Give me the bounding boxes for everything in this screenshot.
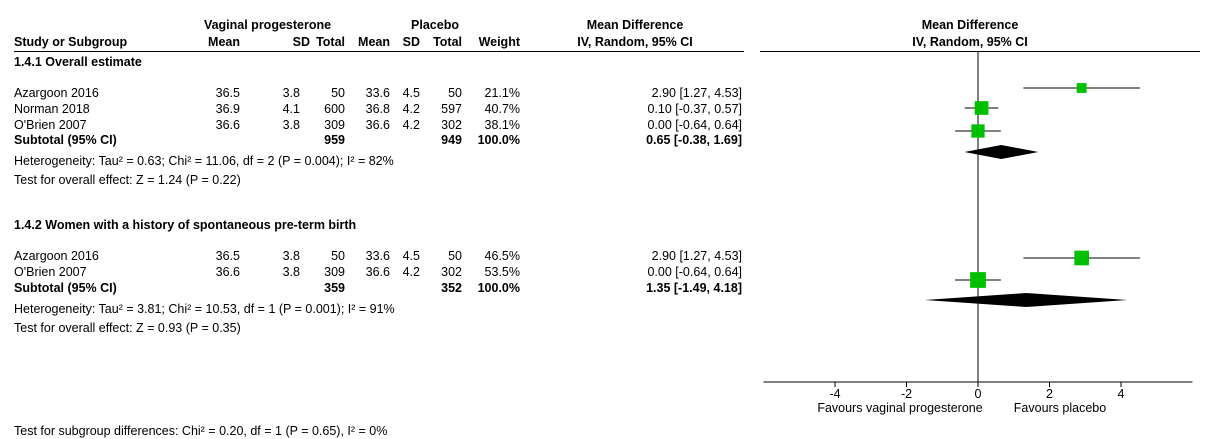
heterogeneity-text: Heterogeneity: Tau² = 0.63; Chi² = 11.06… [14, 154, 394, 168]
cell-total2: 50 [448, 86, 462, 100]
cell-mean1: 36.5 [215, 86, 240, 100]
study-effect-marker [970, 272, 986, 288]
study-effect-marker [1076, 83, 1087, 93]
study-markers [955, 83, 1140, 288]
cell-total2: 302 [441, 118, 462, 132]
cell-mean2: 33.6 [365, 249, 390, 263]
column-sd2: SD [402, 35, 420, 49]
cell-sd2: 4.5 [402, 86, 420, 100]
column-mean1: Mean [208, 35, 240, 49]
cell-ci: 0.00 [-0.64, 0.64] [647, 265, 742, 279]
study-name: Norman 2018 [14, 102, 90, 116]
header-rule-table [14, 51, 744, 52]
header-rule-plot [760, 51, 1200, 52]
subtotal-weight: 100.0% [477, 133, 520, 147]
cell-sd2: 4.2 [402, 118, 420, 132]
cell-mean2: 36.6 [365, 118, 390, 132]
x-axis-ticks: -4 -2 0 2 4 [829, 382, 1125, 401]
x-tick-label: 4 [1118, 387, 1125, 401]
cell-ci: 0.10 [-0.37, 0.57] [647, 102, 742, 116]
subtotal-ci: 0.65 [-0.38, 1.69] [646, 133, 742, 147]
column-total1: Total [316, 35, 345, 49]
cell-sd1: 3.8 [282, 265, 300, 279]
cell-sd1: 3.8 [282, 118, 300, 132]
cell-total2: 50 [448, 249, 462, 263]
column-ci: IV, Random, 95% CI [577, 35, 693, 49]
subtotal-ci: 1.35 [-1.49, 4.18] [646, 281, 742, 295]
study-name: Azargoon 2016 [14, 249, 99, 263]
subgroup-title: 1.4.1 Overall estimate [14, 55, 142, 69]
cell-sd2: 4.2 [402, 265, 420, 279]
x-tick-label: 0 [975, 387, 982, 401]
subtotal-total2: 949 [441, 133, 462, 147]
favours-right-label: Favours placebo [1014, 401, 1106, 415]
subtotal-weight: 100.0% [477, 281, 520, 295]
overall-effect-text: Test for overall effect: Z = 1.24 (P = 0… [14, 173, 241, 187]
cell-ci: 2.90 [1.27, 4.53] [651, 86, 742, 100]
study-effect-marker [974, 101, 989, 115]
study-name: Azargoon 2016 [14, 86, 99, 100]
x-tick-label: 2 [1046, 387, 1053, 401]
cell-ci: 2.90 [1.27, 4.53] [651, 249, 742, 263]
subgroup-difference-text: Test for subgroup differences: Chi² = 0.… [14, 424, 388, 438]
cell-sd1: 3.8 [282, 86, 300, 100]
cell-weight: 53.5% [484, 265, 520, 279]
cell-mean2: 36.6 [365, 265, 390, 279]
study-name: O'Brien 2007 [14, 265, 87, 279]
group2-header: Placebo [411, 18, 459, 32]
study-name: O'Brien 2007 [14, 118, 87, 132]
cell-total2: 302 [441, 265, 462, 279]
subgroup-title: 1.4.2 Women with a history of spontaneou… [14, 218, 357, 232]
study-effect-marker [1074, 250, 1090, 266]
subtotal-total1: 959 [324, 133, 345, 147]
cell-total1: 50 [331, 86, 345, 100]
cell-total2: 597 [441, 102, 462, 116]
cell-weight: 46.5% [484, 249, 520, 263]
plot-title: Mean Difference [921, 18, 1019, 32]
cell-ci: 0.00 [-0.64, 0.64] [647, 118, 742, 132]
cell-mean2: 36.8 [365, 102, 390, 116]
column-mean2: Mean [358, 35, 390, 49]
cell-total1: 50 [331, 249, 345, 263]
cell-sd2: 4.2 [402, 102, 420, 116]
cell-total1: 309 [324, 265, 345, 279]
subtotal-diamonds [924, 145, 1128, 307]
study-effect-marker [971, 124, 985, 138]
cell-mean2: 33.6 [365, 86, 390, 100]
cell-total1: 309 [324, 118, 345, 132]
overall-effect-text: Test for overall effect: Z = 0.93 (P = 0… [14, 321, 241, 335]
cell-sd2: 4.5 [402, 249, 420, 263]
column-weight: Weight [478, 35, 520, 49]
x-tick-label: -4 [829, 387, 840, 401]
cell-total1: 600 [324, 102, 345, 116]
cell-weight: 38.1% [484, 118, 520, 132]
favours-left-label: Favours vaginal progesterone [817, 401, 982, 415]
cell-sd1: 3.8 [282, 249, 300, 263]
subtotal-total2: 352 [441, 281, 462, 295]
subtotal-label: Subtotal (95% CI) [14, 133, 117, 147]
cell-sd1: 4.1 [282, 102, 300, 116]
subtotal-diamond [924, 293, 1128, 307]
subtotal-label: Subtotal (95% CI) [14, 281, 117, 295]
group1-header: Vaginal progesterone [203, 18, 332, 32]
plot-subtitle: IV, Random, 95% CI [912, 35, 1028, 49]
cell-weight: 40.7% [484, 102, 520, 116]
subtotal-total1: 359 [324, 281, 345, 295]
heterogeneity-text: Heterogeneity: Tau² = 3.81; Chi² = 10.53… [14, 302, 395, 316]
cell-mean1: 36.9 [215, 102, 240, 116]
cell-mean1: 36.5 [215, 249, 240, 263]
cell-mean1: 36.6 [215, 265, 240, 279]
column-total2: Total [433, 35, 462, 49]
effect-title: Mean Difference [586, 18, 684, 32]
cell-mean1: 36.6 [215, 118, 240, 132]
cell-weight: 21.1% [484, 86, 520, 100]
column-sd1: SD [292, 35, 310, 49]
subtotal-diamond [964, 145, 1039, 159]
column-study: Study or Subgroup [14, 35, 128, 49]
x-tick-label: -2 [901, 387, 912, 401]
